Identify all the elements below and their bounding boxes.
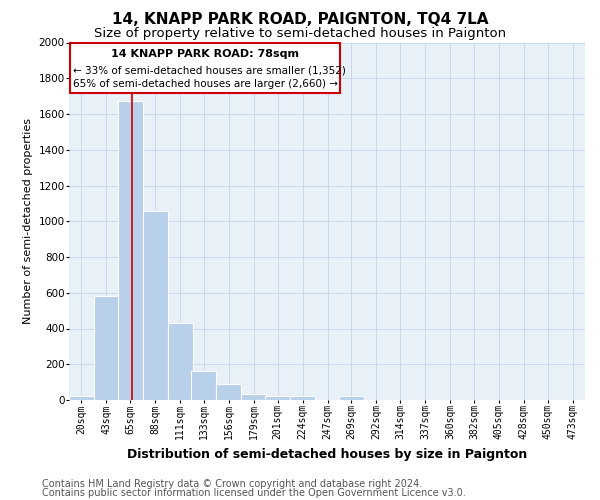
Bar (69, 396, 94, 400)
Bar (241, 394, 266, 400)
Bar (118, 102, 143, 400)
Bar (143, 210, 167, 400)
Text: 14 KNAPP PARK ROAD: 78sqm: 14 KNAPP PARK ROAD: 78sqm (111, 48, 299, 58)
Bar (339, 396, 364, 400)
Bar (191, 372, 217, 400)
Y-axis label: Number of semi-detached properties: Number of semi-detached properties (23, 118, 33, 324)
Text: 65% of semi-detached houses are larger (2,660) →: 65% of semi-detached houses are larger (… (73, 78, 338, 88)
Text: ← 33% of semi-detached houses are smaller (1,352): ← 33% of semi-detached houses are smalle… (73, 65, 346, 75)
Bar (265, 396, 290, 400)
Bar (290, 396, 315, 400)
Bar (167, 323, 193, 400)
FancyBboxPatch shape (70, 42, 340, 92)
Text: Contains public sector information licensed under the Open Government Licence v3: Contains public sector information licen… (42, 488, 466, 498)
Bar (94, 296, 119, 400)
Bar (217, 384, 241, 400)
Text: Size of property relative to semi-detached houses in Paignton: Size of property relative to semi-detach… (94, 28, 506, 40)
Text: 14, KNAPP PARK ROAD, PAIGNTON, TQ4 7LA: 14, KNAPP PARK ROAD, PAIGNTON, TQ4 7LA (112, 12, 488, 28)
Text: Contains HM Land Registry data © Crown copyright and database right 2024.: Contains HM Land Registry data © Crown c… (42, 479, 422, 489)
X-axis label: Distribution of semi-detached houses by size in Paignton: Distribution of semi-detached houses by … (127, 448, 527, 461)
